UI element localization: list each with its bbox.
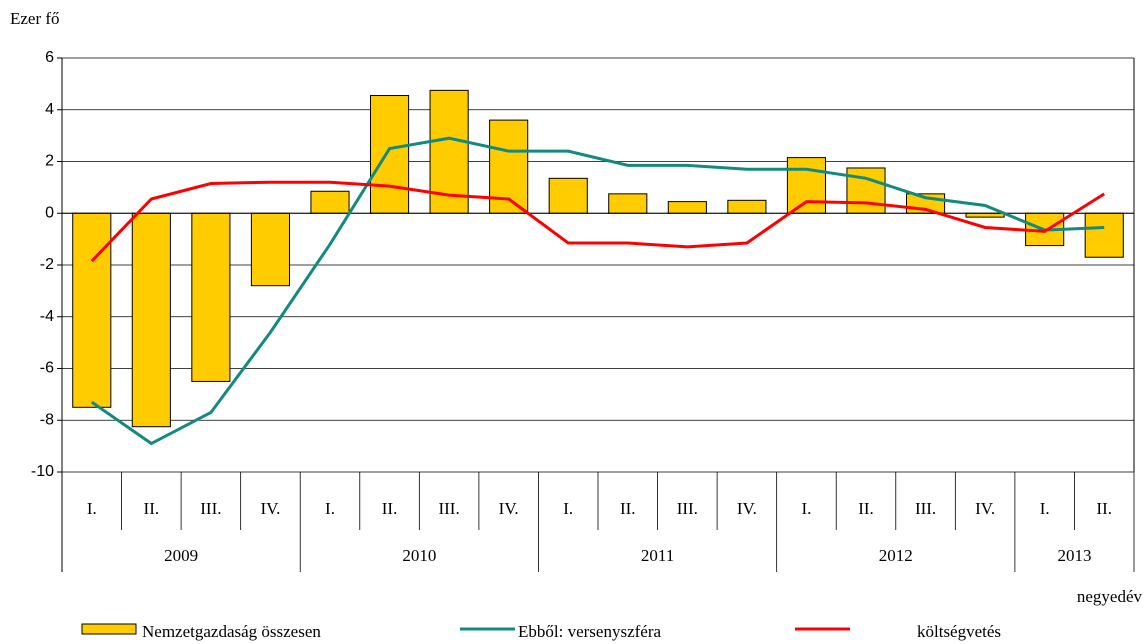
x-group-label: 2013 xyxy=(1057,546,1091,565)
x-tick-label: II. xyxy=(858,499,874,518)
bar xyxy=(72,212,112,408)
legend-label: Nemzetgazdaság összesen xyxy=(142,622,321,641)
bar xyxy=(310,190,350,214)
x-tick-label: III. xyxy=(200,499,221,518)
bar xyxy=(1084,212,1124,258)
y-tick-label: 4 xyxy=(45,101,54,118)
bar xyxy=(786,157,827,214)
line xyxy=(90,180,1106,263)
bar xyxy=(727,199,767,214)
bar xyxy=(846,167,886,214)
x-axis-label: negyedév xyxy=(1077,587,1143,606)
x-group-label: 2011 xyxy=(641,546,674,565)
x-tick-label: IV. xyxy=(499,499,519,518)
bar xyxy=(548,177,588,214)
bar xyxy=(965,212,1005,218)
line xyxy=(90,136,1105,446)
x-group-label: 2010 xyxy=(402,546,436,565)
x-tick-label: I. xyxy=(1040,499,1050,518)
x-tick-label: I. xyxy=(87,499,97,518)
x-tick-label: III. xyxy=(915,499,936,518)
bar xyxy=(667,201,707,214)
x-tick-label: I. xyxy=(563,499,573,518)
legend-label: költségvetés xyxy=(917,622,1001,641)
bar xyxy=(369,95,410,214)
bar xyxy=(131,212,171,428)
bar xyxy=(608,193,648,214)
x-tick-label: IV. xyxy=(260,499,280,518)
y-tick-label: 6 xyxy=(45,49,54,66)
x-tick-label: III. xyxy=(438,499,459,518)
y-tick-label: 0 xyxy=(45,204,54,221)
y-axis-label: Ezer fő xyxy=(10,9,60,28)
y-tick-label: -10 xyxy=(31,463,54,480)
x-tick-label: II. xyxy=(144,499,160,518)
x-group-label: 2009 xyxy=(164,546,198,565)
x-tick-label: IV. xyxy=(737,499,757,518)
x-group-label: 2012 xyxy=(879,546,913,565)
legend-label: Ebből: versenyszféra xyxy=(518,622,661,641)
y-tick-label: -6 xyxy=(40,360,54,377)
y-tick-label: -8 xyxy=(40,411,54,428)
x-tick-label: II. xyxy=(620,499,636,518)
x-tick-label: I. xyxy=(325,499,335,518)
bar xyxy=(191,212,231,382)
y-tick-label: -2 xyxy=(40,256,54,273)
y-tick-label: -4 xyxy=(40,308,54,325)
x-tick-label: IV. xyxy=(975,499,995,518)
legend-swatch xyxy=(81,623,137,635)
x-tick-label: I. xyxy=(801,499,811,518)
x-tick-label: II. xyxy=(1096,499,1112,518)
bar xyxy=(250,212,291,287)
y-tick-label: 2 xyxy=(45,153,54,170)
x-tick-label: III. xyxy=(677,499,698,518)
x-tick-label: II. xyxy=(382,499,398,518)
